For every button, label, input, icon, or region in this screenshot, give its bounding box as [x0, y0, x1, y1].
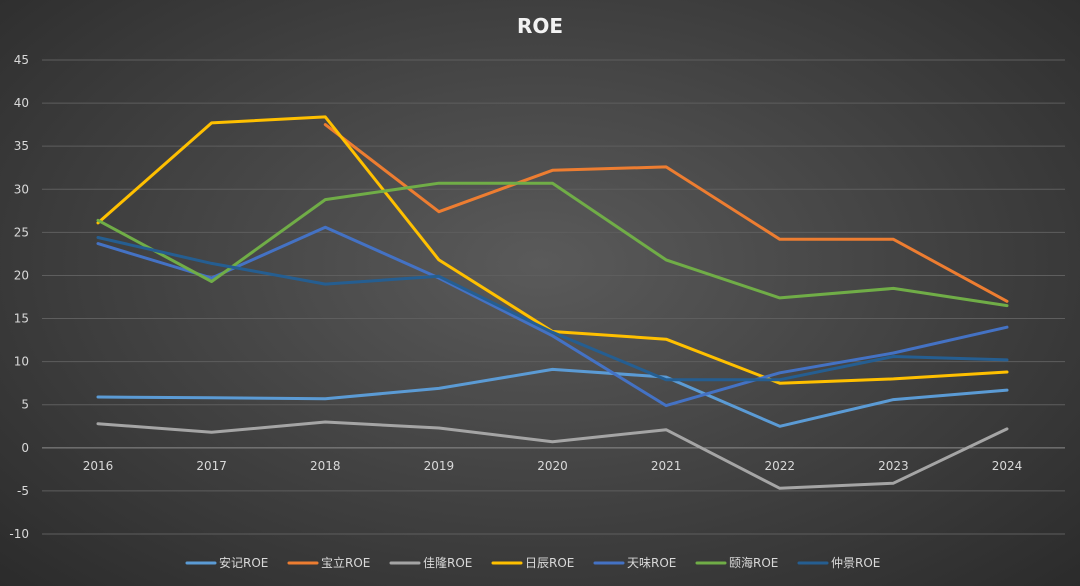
y-tick-label: 15: [14, 312, 29, 326]
x-tick-label: 2023: [878, 459, 909, 473]
x-tick-label: 2019: [424, 459, 455, 473]
y-axis-ticks: -10 -5 0 5 10 15 20 25 30 35 40 45: [9, 53, 29, 541]
series-line-2: [96, 420, 1009, 490]
series-line-3: [96, 115, 1009, 385]
series-line-6: [96, 236, 1009, 382]
y-tick-label: -10: [9, 527, 29, 541]
x-tick-label: 2017: [196, 459, 227, 473]
legend: 安记ROE 宝立ROE 佳隆ROE 日辰ROE 天味ROE 颐海ROE 仲景ROE: [185, 555, 880, 570]
x-tick-label: 2021: [651, 459, 682, 473]
series-line-0: [96, 367, 1009, 428]
series-lines: [96, 115, 1009, 490]
y-tick-label: 20: [14, 268, 29, 282]
x-tick-label: 2016: [83, 459, 114, 473]
grid-lines: [42, 59, 1065, 535]
x-tick-label: 2022: [764, 459, 795, 473]
y-tick-label: 5: [21, 398, 29, 412]
x-tick-label: 2024: [992, 459, 1023, 473]
series-line-1: [323, 123, 1009, 303]
y-tick-label: 10: [14, 355, 29, 369]
series-line-5: [96, 181, 1009, 308]
chart-title: ROE: [516, 14, 564, 38]
y-tick-label: 30: [14, 182, 29, 196]
y-tick-label: 35: [14, 139, 29, 153]
legend-label: 安记ROE: [219, 555, 268, 570]
y-tick-label: -5: [17, 484, 29, 498]
legend-label: 宝立ROE: [321, 555, 370, 570]
legend-label: 日辰ROE: [525, 556, 574, 570]
y-tick-label: 0: [21, 441, 29, 455]
legend-label: 颐海ROE: [729, 555, 778, 570]
series-line-4: [96, 225, 1009, 408]
y-tick-label: 45: [14, 53, 29, 67]
y-tick-label: 25: [14, 225, 29, 239]
x-axis-ticks: 2016 2017 2018 2019 2020 2021 2022 2023 2024: [83, 459, 1023, 473]
x-tick-label: 2018: [310, 459, 341, 473]
legend-label: 佳隆ROE: [423, 555, 472, 570]
legend-label: 仲景ROE: [831, 556, 880, 570]
x-tick-label: 2020: [537, 459, 568, 473]
y-tick-label: 40: [14, 96, 29, 110]
legend-label: 天味ROE: [627, 556, 676, 570]
